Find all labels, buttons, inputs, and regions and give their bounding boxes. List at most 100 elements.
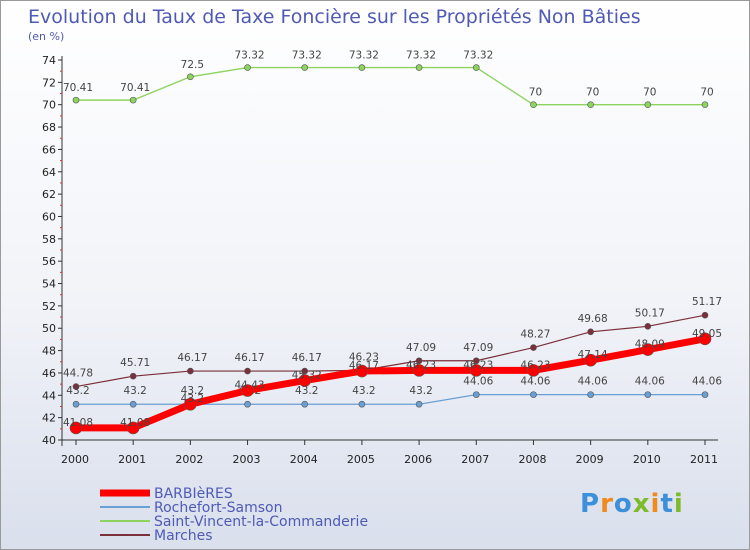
data-point-rochefort-samson	[129, 400, 137, 408]
data-label-barbi-res: 41.08	[63, 417, 93, 429]
data-label-marches: 46.17	[235, 352, 265, 364]
y-tick-label: 62	[42, 188, 56, 201]
logo-letter: t	[660, 489, 674, 519]
data-point-rochefort-samson	[587, 391, 594, 398]
logo-letter: i	[673, 489, 684, 519]
data-label-rochefort-samson: 43.2	[181, 385, 204, 397]
data-label-marches: 46.17	[177, 352, 207, 364]
data-point-barbi-res	[412, 364, 426, 377]
data-label-barbi-res: 44.43	[235, 379, 265, 391]
data-point-saint-vincent-la-commanderie	[701, 101, 709, 109]
data-label-rochefort-samson: 43.2	[66, 385, 89, 397]
legend-label-saint-vincent-la-commanderie: Saint-Vincent-la-Commanderie	[154, 514, 368, 530]
data-label-barbi-res: 46.23	[520, 359, 550, 371]
data-label-barbi-res: 45.32	[292, 370, 322, 382]
chart-unit: (en %)	[28, 30, 65, 43]
data-label-rochefort-samson: 43.2	[123, 385, 146, 397]
data-point-saint-vincent-la-commanderie	[358, 64, 366, 71]
data-point-marches	[530, 344, 537, 351]
data-label-saint-vincent-la-commanderie: 73.32	[235, 50, 265, 62]
logo-letter: x	[632, 489, 651, 519]
y-tick-label: 58	[42, 233, 56, 246]
data-point-saint-vincent-la-commanderie	[72, 96, 80, 104]
data-point-barbi-res	[641, 343, 655, 356]
x-tick-label: 2007	[461, 453, 489, 466]
y-tick-label: 46	[42, 367, 56, 380]
data-point-rochefort-samson	[301, 400, 309, 408]
x-tick-label: 2009	[576, 453, 604, 466]
data-label-saint-vincent-la-commanderie: 70	[586, 87, 599, 99]
data-point-barbi-res	[355, 364, 369, 378]
y-tick-label: 40	[42, 434, 56, 447]
data-point-saint-vincent-la-commanderie	[644, 101, 652, 109]
data-label-marches: 50.17	[635, 307, 665, 319]
data-label-saint-vincent-la-commanderie: 70	[643, 87, 656, 99]
data-point-rochefort-samson	[358, 400, 366, 408]
data-label-saint-vincent-la-commanderie: 70.41	[120, 82, 150, 94]
data-label-saint-vincent-la-commanderie: 72.5	[181, 59, 204, 71]
data-label-saint-vincent-la-commanderie: 73.32	[292, 50, 322, 62]
data-point-marches	[72, 383, 80, 390]
data-point-marches	[587, 328, 594, 336]
data-label-rochefort-samson: 43.2	[409, 385, 432, 397]
data-point-rochefort-samson	[72, 400, 80, 408]
data-point-rochefort-samson	[472, 391, 480, 398]
series-line-saint-vincent-la-commanderie	[76, 66, 705, 106]
data-point-rochefort-samson	[244, 400, 251, 408]
chart-title: Evolution du Taux de Taxe Foncière sur l…	[28, 6, 641, 28]
series-line-rochefort-samson	[76, 394, 705, 405]
data-label-barbi-res: 46.17	[349, 360, 379, 372]
data-point-barbi-res	[126, 421, 140, 435]
y-tick-label: 70	[42, 99, 56, 112]
y-tick-label: 56	[42, 255, 56, 268]
data-point-rochefort-samson	[644, 391, 652, 398]
y-tick-label: 74	[42, 54, 56, 67]
data-label-rochefort-samson: 43.2	[352, 385, 375, 397]
data-point-marches	[701, 311, 709, 319]
data-point-rochefort-samson	[415, 400, 423, 408]
data-label-barbi-res: 46.23	[406, 359, 436, 371]
proxiti-logo: Proxiti	[580, 489, 684, 519]
data-point-marches	[472, 357, 480, 365]
data-point-saint-vincent-la-commanderie	[187, 73, 194, 81]
data-label-marches: 51.17	[692, 296, 722, 308]
data-point-marches	[129, 372, 137, 380]
y-tick-label: 66	[42, 143, 56, 156]
series-line-marches	[75, 314, 706, 388]
y-tick-label: 72	[42, 76, 56, 89]
data-point-marches	[244, 367, 251, 375]
data-label-marches: 44.78	[63, 368, 93, 380]
y-tick-label: 50	[42, 322, 56, 335]
data-label-saint-vincent-la-commanderie: 70.41	[63, 82, 93, 94]
x-tick-label: 2004	[290, 453, 318, 466]
data-label-marches: 46.17	[292, 352, 322, 364]
logo-letter: r	[600, 489, 614, 519]
y-tick-label: 52	[42, 300, 56, 313]
y-tick-label: 54	[42, 278, 56, 291]
data-label-saint-vincent-la-commanderie: 73.32	[406, 50, 436, 62]
data-point-barbi-res	[69, 421, 83, 435]
data-label-barbi-res: 48.09	[635, 339, 665, 351]
y-tick-label: 64	[42, 166, 56, 179]
data-label-saint-vincent-la-commanderie: 70	[529, 87, 542, 99]
data-point-saint-vincent-la-commanderie	[415, 64, 423, 71]
data-label-rochefort-samson: 43.2	[295, 385, 318, 397]
data-label-barbi-res: 49.05	[692, 328, 722, 340]
x-tick-label: 2001	[118, 453, 146, 466]
data-point-saint-vincent-la-commanderie	[244, 64, 251, 71]
data-point-saint-vincent-la-commanderie	[129, 96, 137, 104]
y-tick-label: 68	[42, 121, 56, 134]
logo-letter: P	[580, 489, 601, 519]
x-tick-label: 2006	[404, 453, 432, 466]
data-point-marches	[644, 323, 652, 330]
data-point-barbi-res	[469, 364, 483, 377]
legend-label-marches: Marches	[154, 528, 213, 544]
x-tick-label: 2002	[175, 453, 203, 466]
data-label-saint-vincent-la-commanderie: 73.32	[349, 50, 379, 62]
data-label-marches: 47.09	[406, 342, 436, 354]
series-line-barbi-res	[76, 335, 706, 432]
data-label-barbi-res: 41.08	[120, 417, 150, 429]
y-tick-label: 60	[42, 210, 56, 223]
y-tick-label: 44	[42, 389, 56, 402]
data-label-saint-vincent-la-commanderie: 70	[700, 87, 713, 99]
